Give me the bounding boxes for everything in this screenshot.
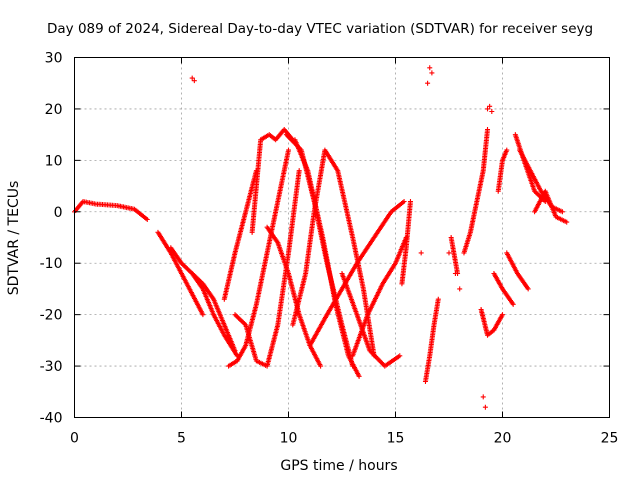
data-point <box>376 357 382 363</box>
x-tick-label: 20 <box>494 431 512 447</box>
data-point <box>480 394 486 400</box>
data-point <box>504 147 510 153</box>
series-arc-b <box>155 229 206 318</box>
data-point <box>318 363 324 369</box>
series-arc-d <box>189 271 240 359</box>
data-point <box>446 250 452 256</box>
x-tick-label: 5 <box>177 431 186 447</box>
data-point <box>427 65 433 71</box>
data-point <box>564 219 570 225</box>
data-point <box>489 109 495 114</box>
data-point <box>457 286 463 292</box>
series-arc-s <box>461 127 491 256</box>
series-arc-p <box>399 199 413 287</box>
chart-title: Day 089 of 2024, Sidereal Day-to-day VTE… <box>47 21 593 37</box>
data-point <box>482 404 488 410</box>
grid-lines <box>74 57 610 418</box>
series-arc-z <box>504 250 531 292</box>
data-point <box>401 199 407 204</box>
data-point <box>485 106 491 112</box>
data-point <box>429 70 435 76</box>
series-arc-k <box>264 224 324 369</box>
y-tick-label: -20 <box>40 308 63 324</box>
series-arc-t <box>478 307 505 338</box>
y-axis-title: SDTVAR / TECUs <box>6 181 22 296</box>
data-point <box>487 103 493 109</box>
series-arc-o <box>350 235 409 359</box>
data-point <box>500 312 505 318</box>
data-point <box>559 209 565 215</box>
y-tick-label: 0 <box>54 205 63 221</box>
x-tick-label: 25 <box>601 431 619 447</box>
data-point <box>510 301 516 307</box>
y-tick-label: -10 <box>40 256 63 272</box>
series-arc-f <box>232 168 302 369</box>
data-point <box>435 296 441 302</box>
data-point <box>377 358 383 364</box>
series-arc-j <box>292 137 362 379</box>
data-point <box>452 271 458 276</box>
series-arc-n <box>339 271 403 369</box>
data-points <box>72 65 570 410</box>
data-point <box>397 353 403 359</box>
series-isolated-points <box>189 65 495 410</box>
data-point <box>191 78 197 84</box>
data-point <box>296 168 302 174</box>
y-tick-label: -40 <box>40 411 63 427</box>
data-point <box>200 312 206 318</box>
data-point <box>525 286 531 292</box>
y-tick-label: -30 <box>40 359 63 375</box>
x-tick-labels: 0 5 10 15 20 25 <box>70 431 618 447</box>
series-arc-h <box>221 168 259 302</box>
x-axis-title: GPS time / hours <box>280 458 397 474</box>
data-point <box>189 75 195 81</box>
data-point <box>407 199 413 204</box>
y-tick-label: 20 <box>45 102 63 118</box>
series-arc-l <box>290 147 377 359</box>
series-arc-y <box>532 188 570 225</box>
data-point <box>371 352 377 358</box>
series-arc-a <box>72 199 150 222</box>
data-point <box>418 250 424 256</box>
data-point <box>425 80 431 86</box>
y-tick-label: 10 <box>45 153 63 169</box>
series-arc-m <box>307 199 407 348</box>
y-tick-label: 30 <box>45 51 63 67</box>
series-arc-x <box>517 147 565 215</box>
series-arc-q <box>422 296 441 384</box>
data-point <box>144 217 150 222</box>
x-tick-label: 0 <box>70 431 79 447</box>
data-point <box>286 147 291 153</box>
data-point <box>485 127 491 132</box>
series-arc-u <box>491 271 516 307</box>
series-arc-v <box>495 147 510 194</box>
data-point <box>356 373 362 379</box>
x-tick-label: 10 <box>280 431 298 447</box>
data-point <box>378 360 384 366</box>
plot-frame <box>74 57 610 418</box>
series-arc-r <box>448 235 461 276</box>
axis-ticks <box>74 57 610 418</box>
y-tick-labels: -40 -30 -20 -10 0 10 20 30 <box>40 51 63 427</box>
data-point <box>375 356 381 362</box>
data-point <box>253 168 259 174</box>
x-tick-label: 15 <box>387 431 405 447</box>
